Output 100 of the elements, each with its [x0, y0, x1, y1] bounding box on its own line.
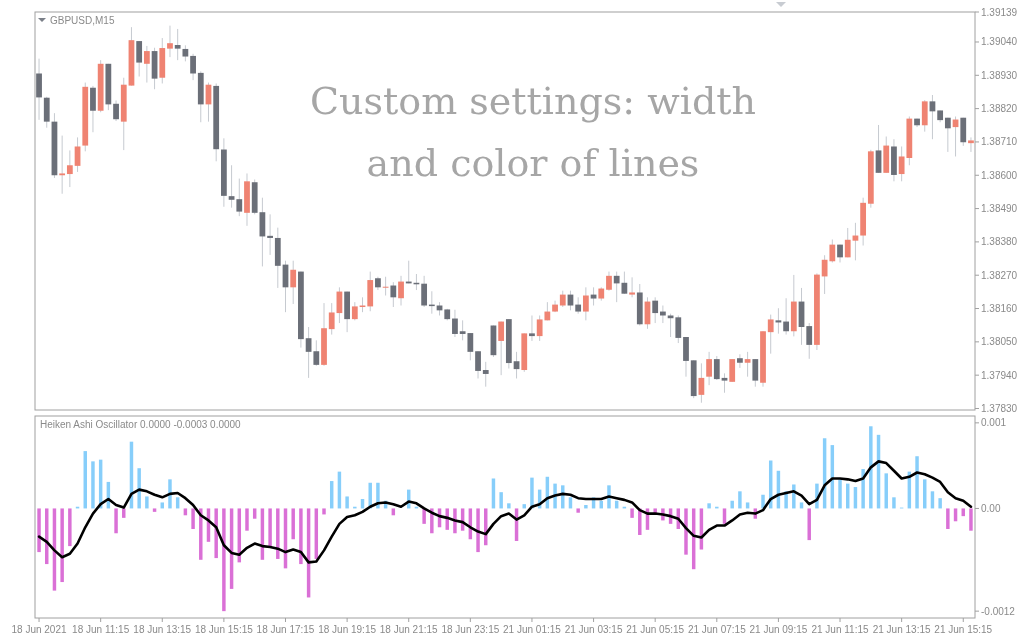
bar	[137, 468, 141, 509]
candlestick	[36, 58, 42, 121]
y-tick-label: 1.38930	[981, 69, 1018, 81]
bar	[291, 508, 295, 540]
candlestick	[290, 260, 297, 305]
y-tick-label: 1.38490	[981, 203, 1018, 215]
y-tick-label: 1.38710	[981, 136, 1018, 148]
candlestick	[390, 281, 397, 308]
candlestick	[228, 164, 235, 209]
annotation: Custom settings: width and color of lines	[310, 79, 756, 185]
bar	[222, 508, 226, 612]
y-tick-label: -0.0012	[981, 605, 1016, 617]
candlestick	[844, 227, 851, 258]
candlestick	[113, 99, 119, 122]
candlestick	[66, 149, 73, 188]
bar	[268, 508, 272, 547]
bar	[938, 498, 942, 509]
candlestick	[667, 313, 674, 338]
y-tick-label: 1.38380	[981, 236, 1018, 248]
candlestick	[706, 351, 712, 386]
candlestick	[136, 40, 143, 78]
candlestick	[944, 117, 951, 153]
candlestick	[174, 28, 181, 61]
x-tick-label: 18 Jun 15:15	[194, 624, 254, 635]
candlestick	[629, 276, 635, 298]
bar	[152, 508, 157, 512]
candlestick	[313, 339, 320, 367]
candlestick	[752, 358, 759, 388]
bar	[430, 508, 434, 534]
candlestick	[59, 135, 66, 195]
bar	[68, 508, 72, 547]
bar	[145, 496, 149, 509]
bar	[345, 496, 349, 509]
candlestick	[351, 301, 358, 321]
x-tick-label: 18 Jun 11:15	[72, 624, 130, 635]
x-tick-label: 18 Jun 21:15	[379, 624, 439, 635]
bar	[684, 508, 688, 555]
bar	[168, 479, 172, 509]
candlestick	[767, 314, 774, 355]
bar	[499, 492, 503, 509]
candlestick	[737, 353, 743, 369]
bar	[869, 426, 873, 509]
candlestick	[582, 286, 589, 321]
y-tick-label: 0.00	[981, 502, 1001, 514]
x-tick-label: 21 Jun 01:15	[503, 624, 562, 635]
bar	[322, 508, 326, 515]
candlestick	[167, 25, 173, 58]
candlestick	[236, 178, 243, 217]
bar	[60, 508, 64, 583]
bar	[738, 491, 742, 509]
y-tick-label: 1.38160	[981, 303, 1018, 315]
candlestick	[713, 355, 720, 381]
candlestick	[398, 275, 404, 306]
x-tick-label: 18 Jun 2021	[11, 624, 67, 635]
candlestick	[621, 271, 628, 295]
candlestick	[613, 271, 620, 303]
candlestick	[382, 276, 389, 297]
candlestick	[921, 99, 928, 133]
bar	[838, 479, 842, 509]
x-tick-label: 18 Jun 17:15	[256, 624, 315, 635]
bar	[530, 477, 534, 509]
candlestick	[43, 96, 50, 129]
bar	[199, 508, 203, 560]
candlestick	[452, 309, 458, 338]
candlestick	[675, 315, 682, 344]
candlestick	[721, 372, 728, 394]
candlestick	[529, 315, 535, 342]
y-tick-label: 1.38600	[981, 169, 1018, 181]
bar	[368, 482, 372, 509]
bar	[576, 508, 580, 513]
y-tick-label: 1.38820	[981, 103, 1018, 115]
x-tick-label: 18 Jun 19:15	[318, 624, 377, 635]
bar	[91, 461, 95, 509]
bar	[915, 456, 919, 509]
x-tick-label: 18 Jun 13:15	[133, 624, 192, 635]
y-tick-label: 0.001	[981, 417, 1007, 429]
y-tick-label: 1.38270	[981, 269, 1018, 281]
bar	[276, 508, 280, 559]
x-tick-label: 21 Jun 05:15	[626, 624, 685, 635]
y-tick-label: 1.39040	[981, 36, 1018, 48]
x-tick-label: 21 Jun 07:15	[687, 624, 747, 635]
candlestick	[475, 350, 481, 379]
candlestick	[652, 296, 659, 324]
y-tick-label: 1.37940	[981, 369, 1018, 381]
bar	[37, 508, 41, 553]
candlestick	[267, 213, 273, 256]
y-tick-label: 1.39139	[981, 6, 1018, 18]
x-tick-label: 21 Jun 13:15	[872, 624, 931, 635]
bar	[730, 500, 734, 509]
bar	[630, 508, 634, 518]
candlestick	[421, 275, 428, 308]
x-tick-label: 21 Jun 11:15	[811, 624, 869, 635]
bar	[861, 469, 865, 509]
candlestick	[143, 45, 150, 84]
y-tick-label: 1.37830	[981, 402, 1018, 414]
x-tick-label: 21 Jun 09:15	[749, 624, 808, 635]
bar	[807, 508, 811, 541]
candlestick	[328, 302, 335, 336]
x-tick-label: 18 Jun 23:15	[441, 624, 500, 635]
candlestick	[729, 359, 736, 382]
